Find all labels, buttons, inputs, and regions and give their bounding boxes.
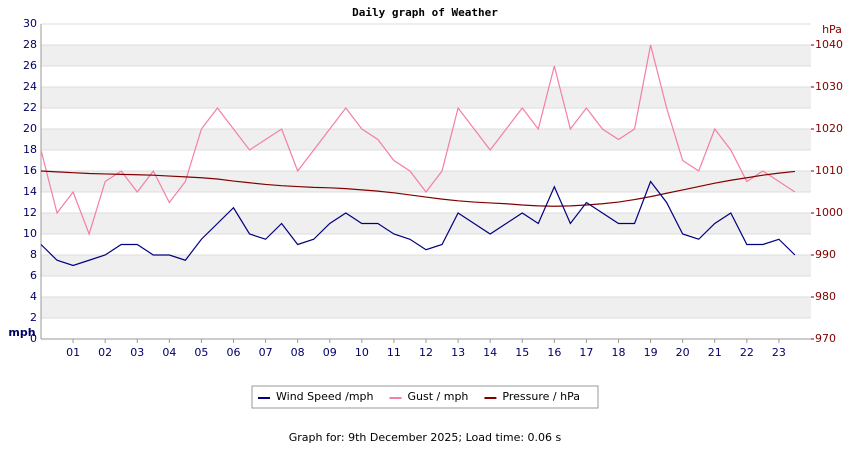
legend-label: Gust / mph: [408, 390, 469, 403]
x-tick-label: 06: [227, 346, 241, 359]
y-tick-label: 30: [23, 17, 37, 30]
x-tick-label: 18: [612, 346, 626, 359]
y-tick-label: 4: [30, 290, 37, 303]
x-tick-label: 21: [708, 346, 722, 359]
x-tick-label: 15: [515, 346, 529, 359]
grid-band: [41, 255, 811, 276]
grid-band: [41, 87, 811, 108]
y-tick-label: 26: [23, 59, 37, 72]
x-tick-label: 11: [387, 346, 401, 359]
x-tick-label: 23: [772, 346, 786, 359]
series-line: [40, 170, 796, 207]
y-tick-label: 20: [23, 122, 37, 135]
grid-band: [41, 213, 811, 234]
series-line: [40, 44, 796, 236]
x-tick-label: 10: [355, 346, 369, 359]
grid-band: [41, 129, 811, 150]
x-tick-label: 01: [66, 346, 80, 359]
y2-tick-label: 1010: [815, 164, 843, 177]
y-tick-label: 0: [30, 332, 37, 345]
y2-tick-label: 1030: [815, 80, 843, 93]
x-tick-label: 07: [259, 346, 273, 359]
legend: Wind Speed /mph Gust / mph Pressure / hPa: [251, 385, 599, 409]
footer: Graph for: 9th December 2025; Load time:…: [289, 431, 562, 444]
y2-tick-label: 990: [815, 248, 836, 261]
y2-tick-label: 970: [815, 332, 836, 345]
y-tick-label: 10: [23, 227, 37, 240]
y-tick-label: 18: [23, 143, 37, 156]
series-line: [40, 180, 796, 267]
y-axis-label: mph: [8, 326, 35, 339]
y-tick-label: 2: [30, 311, 37, 324]
legend-box: [251, 385, 599, 409]
x-tick-label: 02: [98, 346, 112, 359]
x-tick-label: 12: [419, 346, 433, 359]
chart-title: Daily graph of Weather: [352, 6, 498, 19]
y-tick-label: 6: [30, 269, 37, 282]
y2-axis-label: hPa: [822, 23, 842, 36]
y-tick-label: 8: [30, 248, 37, 261]
x-tick-label: 08: [291, 346, 305, 359]
x-tick-label: 16: [547, 346, 561, 359]
y-tick-label: 14: [23, 185, 37, 198]
x-tick-label: 14: [483, 346, 497, 359]
y-tick-label: 12: [23, 206, 37, 219]
y-tick-label: 16: [23, 164, 37, 177]
x-tick-label: 04: [162, 346, 176, 359]
grid-band: [41, 171, 811, 192]
y2-tick-label: 1020: [815, 122, 843, 135]
x-tick-label: 03: [130, 346, 144, 359]
y-tick-label: 28: [23, 38, 37, 51]
x-tick-label: 19: [644, 346, 658, 359]
x-tick-label: 09: [323, 346, 337, 359]
legend-label: Pressure / hPa: [502, 390, 580, 403]
x-tick-label: 22: [740, 346, 754, 359]
x-tick-label: 17: [579, 346, 593, 359]
x-tick-label: 20: [676, 346, 690, 359]
grid-band: [41, 45, 811, 66]
grid-band: [41, 297, 811, 318]
y-tick-label: 24: [23, 80, 37, 93]
y2-tick-label: 1000: [815, 206, 843, 219]
y-tick-label: 22: [23, 101, 37, 114]
x-tick-label: 13: [451, 346, 465, 359]
x-tick-label: 05: [194, 346, 208, 359]
legend-label: Wind Speed /mph: [276, 390, 374, 403]
y2-tick-label: 980: [815, 290, 836, 303]
y2-tick-label: 1040: [815, 38, 843, 51]
